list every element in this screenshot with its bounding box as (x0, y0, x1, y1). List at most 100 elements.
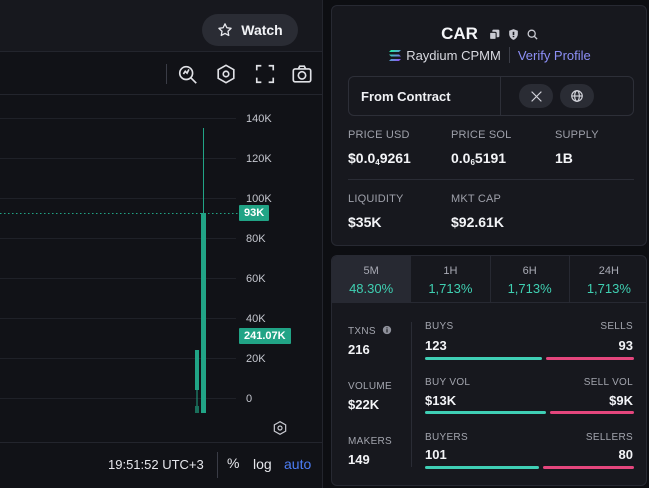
y-axis-label: 100K (246, 193, 272, 205)
buyers-bar (425, 466, 539, 469)
sells-value: 93 (618, 338, 633, 353)
copy-icon[interactable] (488, 28, 501, 41)
liquidity-value: $35K (348, 214, 382, 230)
transactions-card: 5M 48.30% 1H 1,713% 6H 1,713% 24H 1,713%… (331, 255, 647, 486)
timeframe-tabs: 5M 48.30% 1H 1,713% 6H 1,713% 24H 1,713% (332, 256, 646, 303)
chart-footer: 19:51:52 UTC+3 % log auto (0, 442, 322, 488)
dex-name: Raydium CPMM (406, 47, 501, 63)
tab-change: 48.30% (349, 281, 394, 296)
x-logo-icon (530, 90, 542, 102)
buys-label: BUYS (425, 321, 454, 332)
tab-change: 1,713% (428, 281, 473, 296)
dex-divider (508, 47, 510, 63)
price-sol-label: PRICE SOL (451, 129, 512, 141)
tab-change: 1,713% (586, 281, 631, 296)
volume-tag: 241.07K (239, 328, 291, 344)
sell-vol-label: SELL VOL (583, 377, 633, 388)
price-usd-value: $0.049261 (348, 150, 411, 167)
mkt-cap-label: MKT CAP (451, 193, 502, 205)
y-axis-label: 20K (246, 353, 266, 365)
buys-bar (425, 357, 542, 360)
price-usd-label: PRICE USD (348, 129, 410, 141)
supply-label: SUPPLY (555, 129, 599, 141)
sellers-label: SELLERS (585, 432, 633, 443)
scale-settings-icon[interactable] (272, 420, 288, 436)
token-header: CAR (332, 24, 648, 44)
liquidity-label: LIQUIDITY (348, 193, 404, 205)
chart-toolbar (0, 52, 322, 95)
volume-bar (195, 406, 199, 413)
from-contract-label: From Contract (361, 89, 451, 104)
volume-value: $22K (348, 397, 380, 412)
auto-scale-button[interactable]: auto (284, 456, 312, 472)
volume-label: VOLUME (348, 381, 393, 392)
info-icon[interactable] (382, 325, 392, 335)
stats-divider (348, 179, 634, 180)
supply-value: 1B (555, 150, 573, 166)
percent-scale-button[interactable]: % (227, 455, 240, 471)
sellers-value: 80 (618, 447, 633, 462)
dex-row: Raydium CPMM Verify Profile (332, 47, 648, 63)
sells-label: SELLS (600, 321, 633, 332)
verify-profile-link[interactable]: Verify Profile (517, 47, 591, 63)
y-axis-label: 60K (246, 273, 266, 285)
sellers-bar (543, 466, 634, 469)
price-chart[interactable]: 140K 120K 100K 80K 60K 40K 20K 0 93K 241.07K (0, 96, 322, 442)
token-symbol: CAR (441, 24, 478, 43)
log-scale-button[interactable]: log (253, 456, 272, 472)
indicator-search-icon[interactable] (177, 63, 199, 85)
shield-icon[interactable] (507, 28, 520, 41)
chart-canvas: 140K 120K 100K 80K 60K 40K 20K 0 (0, 113, 272, 413)
tab-label: 1H (443, 265, 458, 277)
txns-label: TXNS (348, 325, 392, 337)
star-icon (218, 23, 232, 37)
tab-24h[interactable]: 24H 1,713% (570, 256, 646, 302)
globe-icon (571, 90, 583, 102)
fullscreen-icon[interactable] (254, 63, 276, 85)
toolbar-divider (166, 64, 167, 84)
y-axis-label: 120K (246, 153, 272, 165)
y-axis-label: 40K (246, 313, 266, 325)
sell-vol-bar (550, 411, 634, 414)
chart-panel: Watch 140K 120K 100K 80K 60K 40K 20K 0 93K 241.… (0, 0, 323, 488)
contract-divider (500, 77, 501, 115)
contract-box: From Contract (348, 76, 634, 116)
footer-divider (217, 452, 218, 478)
buyers-label: BUYERS (425, 432, 468, 443)
hexagon-settings-icon[interactable] (215, 63, 237, 85)
sell-vol-value: $9K (609, 393, 633, 408)
solana-icon (389, 49, 402, 61)
tab-6h[interactable]: 6H 1,713% (491, 256, 570, 302)
chart-header: Watch (0, 0, 322, 52)
sells-bar (546, 357, 634, 360)
mkt-cap-value: $92.61K (451, 214, 504, 230)
tab-label: 24H (598, 265, 619, 277)
camera-icon[interactable] (291, 63, 313, 85)
buy-vol-bar (425, 411, 546, 414)
website-button[interactable] (560, 84, 594, 108)
y-axis-label: 80K (246, 233, 266, 245)
tab-label: 6H (522, 265, 537, 277)
watch-button[interactable]: Watch (202, 14, 298, 46)
candle-body (201, 213, 206, 413)
tab-change: 1,713% (507, 281, 552, 296)
x-social-button[interactable] (519, 84, 553, 108)
makers-label: MAKERS (348, 436, 393, 447)
y-axis-label: 0 (246, 393, 252, 405)
tab-5m[interactable]: 5M 48.30% (332, 256, 412, 302)
buyers-value: 101 (425, 447, 447, 462)
buy-vol-value: $13K (425, 393, 457, 408)
tab-label: 5M (363, 265, 379, 277)
makers-value: 149 (348, 452, 370, 467)
token-info-card: CAR Raydium CPMM Verify Profile From Con… (331, 5, 647, 246)
price-sol-value: 0.065191 (451, 150, 507, 167)
tab-1h[interactable]: 1H 1,713% (411, 256, 491, 302)
current-price-tag: 93K (239, 205, 270, 221)
column-divider (411, 322, 412, 467)
txns-value: 216 (348, 342, 370, 357)
clock-text: 19:51:52 UTC+3 (108, 457, 204, 472)
buy-vol-label: BUY VOL (425, 377, 471, 388)
watch-label: Watch (241, 22, 283, 38)
y-axis-label: 140K (246, 113, 272, 125)
search-icon[interactable] (526, 28, 539, 41)
